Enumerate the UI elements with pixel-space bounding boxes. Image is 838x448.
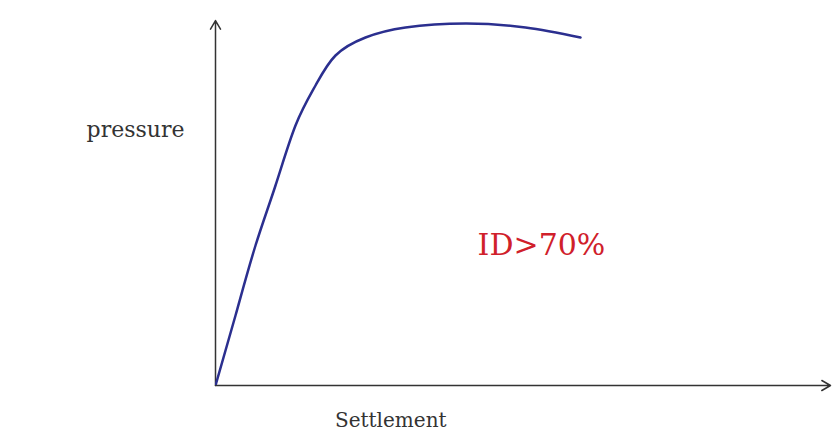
svg-text:pressure: pressure — [87, 117, 185, 142]
svg-text:ID>70%: ID>70% — [478, 227, 606, 262]
svg-text:Settlement: Settlement — [335, 408, 447, 432]
